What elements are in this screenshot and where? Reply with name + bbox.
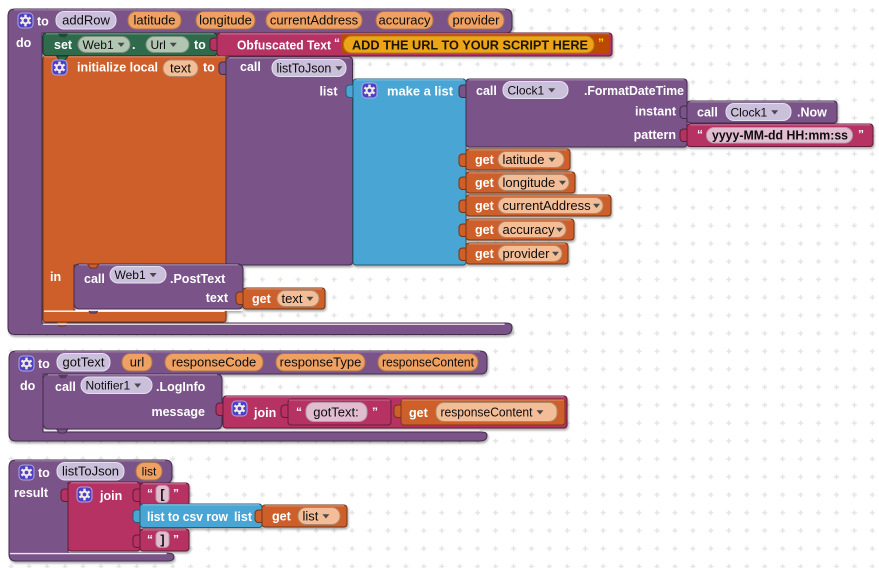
svg-text:get: get — [409, 406, 429, 420]
svg-text:responseCode: responseCode — [172, 355, 257, 370]
svg-text:Web1: Web1 — [83, 38, 114, 52]
svg-text:text: text — [206, 291, 229, 305]
svg-text:”: ” — [372, 405, 378, 419]
svg-text:to: to — [194, 38, 206, 52]
svg-text:ADD THE URL TO YOUR SCRIPT HER: ADD THE URL TO YOUR SCRIPT HERE — [352, 39, 588, 53]
svg-text:.PostText: .PostText — [170, 272, 226, 286]
svg-text:make a list: make a list — [387, 85, 454, 99]
svg-text:to: to — [203, 61, 215, 75]
svg-text:”: ” — [598, 36, 604, 50]
svg-text:get: get — [272, 510, 292, 524]
svg-text:Clock1: Clock1 — [731, 105, 768, 119]
svg-text:listToJson: listToJson — [277, 61, 332, 75]
svg-text:instant: instant — [635, 105, 677, 119]
svg-text:list: list — [234, 510, 253, 524]
svg-text:to: to — [38, 466, 50, 480]
svg-text:longitude: longitude — [503, 175, 556, 190]
svg-text:Obfuscated Text: Obfuscated Text — [237, 39, 332, 53]
svg-text:currentAddress: currentAddress — [270, 13, 359, 28]
svg-text:to: to — [37, 15, 49, 29]
svg-text:text: text — [170, 61, 191, 76]
svg-text:call: call — [476, 84, 497, 98]
svg-text:in: in — [50, 270, 61, 284]
svg-text:initialize local: initialize local — [77, 61, 158, 75]
svg-text:get: get — [475, 223, 495, 237]
svg-text:responseType: responseType — [280, 355, 362, 370]
svg-text:Notifier1: Notifier1 — [86, 379, 131, 393]
svg-text:accuracy: accuracy — [503, 222, 556, 237]
svg-text:gotText: gotText — [63, 355, 105, 370]
svg-text:get: get — [475, 199, 495, 213]
svg-text:.LogInfo: .LogInfo — [156, 380, 206, 394]
svg-text:Web1: Web1 — [115, 268, 146, 282]
svg-text:Clock1: Clock1 — [508, 83, 545, 97]
svg-text:.Now: .Now — [797, 106, 827, 120]
svg-text:”: ” — [858, 128, 864, 142]
svg-text:list to csv row: list to csv row — [147, 510, 228, 524]
svg-text:responseContent: responseContent — [382, 355, 474, 370]
svg-text:join: join — [99, 489, 122, 503]
svg-text:get: get — [475, 153, 495, 167]
svg-text:call: call — [84, 272, 105, 286]
svg-text:.: . — [132, 38, 135, 52]
svg-text:“: “ — [697, 128, 703, 142]
svg-text:responseContent: responseContent — [441, 404, 533, 419]
svg-text:“: “ — [147, 487, 153, 501]
svg-text:to: to — [38, 357, 50, 371]
svg-text:”: ” — [173, 487, 179, 501]
svg-text:listToJson: listToJson — [62, 464, 119, 479]
svg-text:get: get — [475, 247, 495, 261]
svg-text:list: list — [319, 85, 338, 99]
svg-text:latitude: latitude — [134, 13, 176, 28]
svg-text:list: list — [142, 465, 157, 479]
svg-text:“: “ — [334, 36, 340, 50]
svg-text:]: ] — [160, 533, 164, 547]
svg-text:Url: Url — [151, 38, 166, 52]
svg-text:message: message — [151, 405, 205, 419]
svg-text:call: call — [240, 60, 261, 74]
svg-text:provider: provider — [503, 246, 551, 261]
svg-text:join: join — [253, 406, 276, 420]
svg-text:“: “ — [147, 533, 153, 547]
svg-text:latitude: latitude — [503, 152, 545, 167]
svg-text:addRow: addRow — [62, 13, 110, 28]
svg-text:do: do — [20, 379, 36, 393]
svg-text:set: set — [54, 38, 73, 52]
svg-text:do: do — [16, 36, 32, 50]
svg-text:“: “ — [296, 405, 302, 419]
svg-text:call: call — [55, 380, 76, 394]
svg-text:pattern: pattern — [634, 128, 676, 142]
svg-text:get: get — [252, 292, 272, 306]
svg-text:text: text — [282, 291, 303, 306]
svg-text:”: ” — [173, 533, 179, 547]
svg-text:yyyy-MM-dd HH:mm:ss: yyyy-MM-dd HH:mm:ss — [712, 129, 848, 143]
svg-text:[: [ — [160, 488, 165, 502]
svg-text:url: url — [130, 355, 145, 370]
svg-text:gotText:: gotText: — [313, 405, 359, 420]
svg-text:get: get — [475, 176, 495, 190]
svg-text:.FormatDateTime: .FormatDateTime — [584, 84, 684, 98]
svg-text:currentAddress: currentAddress — [503, 198, 592, 213]
svg-text:longitude: longitude — [199, 13, 252, 28]
svg-text:list: list — [303, 508, 319, 523]
svg-text:result: result — [14, 486, 49, 500]
svg-text:provider: provider — [453, 13, 501, 28]
svg-text:call: call — [697, 106, 718, 120]
svg-text:accuracy: accuracy — [378, 13, 431, 28]
